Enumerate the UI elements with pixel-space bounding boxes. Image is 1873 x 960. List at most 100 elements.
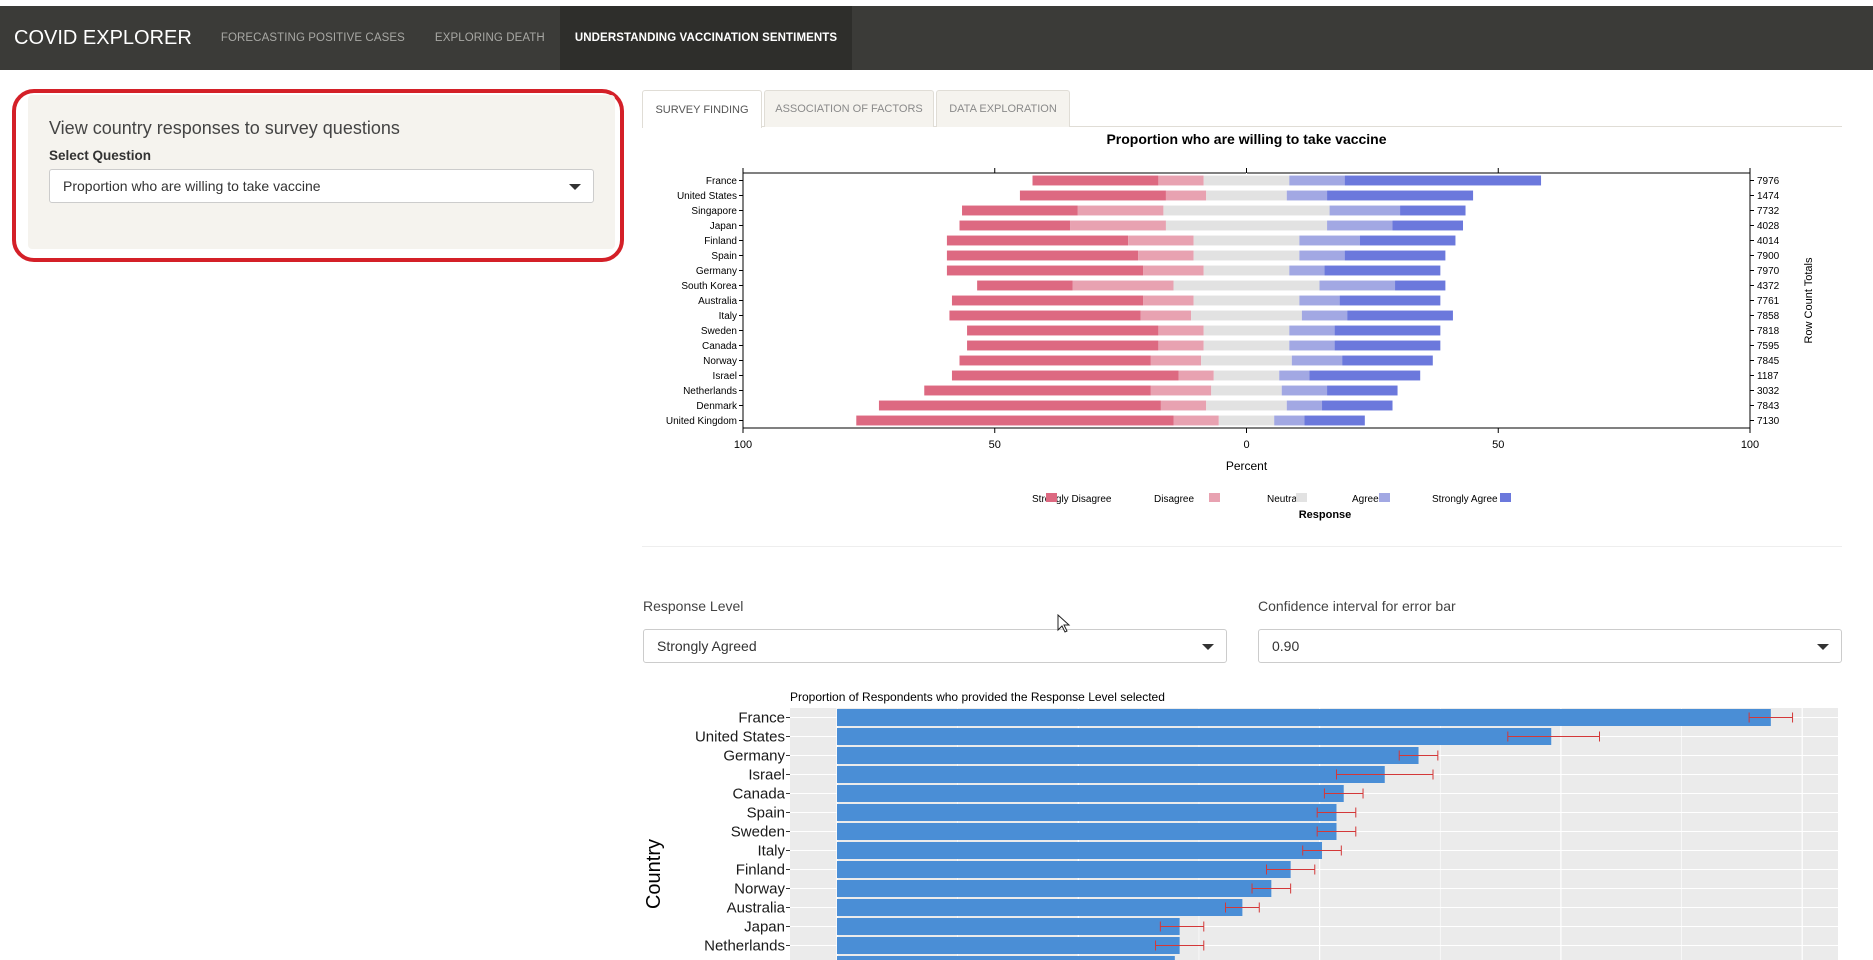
likert-bar-neutral — [1191, 310, 1302, 321]
likert-category-label: Canada — [702, 341, 737, 352]
tab-survey-finding[interactable]: SURVEY FINDING — [642, 90, 762, 128]
likert-bar-agree — [1291, 355, 1343, 366]
proportion-bar — [837, 747, 1419, 764]
likert-category-label: United Kingdom — [666, 416, 737, 427]
proportion-category-label: Italy — [757, 843, 785, 860]
proportion-category-label: Germany — [723, 748, 785, 765]
likert-bar-strongly-disagree — [878, 400, 1161, 411]
likert-bar-strongly-disagree — [967, 325, 1159, 336]
likert-bar-strongly-disagree — [1032, 175, 1159, 186]
likert-bar-agree — [1319, 280, 1396, 291]
likert-category-label: Sweden — [701, 326, 737, 337]
likert-bar-agree — [1327, 220, 1393, 231]
proportion-chart-title: Proportion of Respondents who provided t… — [790, 690, 1165, 704]
proportion-chart: Proportion of Respondents who provided t… — [643, 690, 1838, 960]
likert-row-total: 7595 — [1757, 341, 1780, 352]
proportion-bar-partial — [837, 956, 1175, 960]
likert-category-label: Singapore — [691, 206, 737, 217]
likert-bar-agree — [1279, 370, 1310, 381]
proportion-bar — [837, 785, 1344, 802]
likert-row-total: 1474 — [1757, 191, 1780, 202]
likert-bar-disagree — [1150, 385, 1212, 396]
likert-category-label: Netherlands — [683, 386, 737, 397]
likert-bar-strongly-disagree — [946, 250, 1139, 261]
nav-tab-exploring-death[interactable]: EXPLORING DEATH — [434, 32, 545, 44]
proportion-bar — [837, 823, 1337, 840]
likert-bar-neutral — [1206, 190, 1287, 201]
tab-data-exploration[interactable]: DATA EXPLORATION — [936, 90, 1070, 127]
likert-row-total: 3032 — [1757, 386, 1780, 397]
likert-category-label: Finland — [704, 236, 737, 247]
proportion-bar — [837, 918, 1180, 935]
likert-bar-neutral — [1203, 340, 1290, 351]
likert-bar-strongly-agree — [1324, 265, 1441, 276]
likert-category-label: Norway — [703, 356, 737, 367]
likert-x-tick-label: 0 — [1243, 439, 1249, 451]
likert-row-total: 7858 — [1757, 311, 1780, 322]
ci-select[interactable]: 0.90 — [1258, 629, 1842, 663]
likert-legend-swatch — [1500, 493, 1511, 502]
likert-bar-strongly-agree — [1327, 385, 1398, 396]
likert-bar-agree — [1289, 340, 1335, 351]
likert-legend-label: Strongly Agree — [1432, 494, 1498, 505]
likert-bar-neutral — [1206, 400, 1287, 411]
likert-bar-strongly-disagree — [856, 415, 1174, 426]
likert-legend-title: Response — [1299, 509, 1352, 521]
likert-row-total: 7732 — [1757, 206, 1780, 217]
likert-row-total: 7845 — [1757, 356, 1780, 367]
likert-bar-strongly-agree — [1334, 325, 1441, 336]
question-select[interactable]: Proportion who are willing to take vacci… — [49, 169, 594, 203]
likert-bar-strongly-agree — [1334, 340, 1441, 351]
likert-row-total: 1187 — [1757, 371, 1779, 382]
likert-chart-title: Proportion who are willing to take vacci… — [1106, 131, 1386, 147]
proportion-bar — [837, 766, 1385, 783]
likert-row-total: 7130 — [1757, 416, 1780, 427]
likert-category-label: Germany — [696, 266, 737, 277]
likert-bar-disagree — [1077, 205, 1164, 216]
likert-legend-swatch — [1209, 493, 1220, 502]
likert-bar-strongly-agree — [1392, 220, 1464, 231]
likert-category-label: Spain — [711, 251, 737, 262]
nav-tab-vaccination-sentiments[interactable]: UNDERSTANDING VACCINATION SENTIMENTS — [559, 6, 853, 70]
likert-bar-agree — [1281, 385, 1328, 396]
likert-bar-neutral — [1203, 175, 1290, 186]
proportion-category-label: Finland — [736, 862, 785, 879]
likert-bar-strongly-disagree — [949, 310, 1141, 321]
proportion-category-label: Australia — [727, 900, 786, 917]
likert-bar-disagree — [1070, 220, 1166, 231]
likert-legend-label: Strongly Disagree — [1032, 494, 1112, 505]
likert-bar-agree — [1289, 175, 1345, 186]
likert-bar-strongly-agree — [1347, 310, 1453, 321]
likert-bar-strongly-disagree — [959, 220, 1071, 231]
response-level-label: Response Level — [643, 598, 744, 614]
proportion-category-label: Spain — [747, 805, 785, 822]
proportion-category-label: Japan — [744, 919, 785, 936]
section-divider — [642, 546, 1842, 547]
sidebar-heading: View country responses to survey questio… — [49, 118, 400, 138]
likert-bar-neutral — [1218, 415, 1275, 426]
likert-category-label: United States — [677, 191, 737, 202]
likert-bar-agree — [1289, 265, 1325, 276]
likert-bar-agree — [1286, 190, 1328, 201]
nav-tab-forecasting[interactable]: FORECASTING POSITIVE CASES — [220, 32, 405, 44]
likert-legend-label: Disagree — [1154, 494, 1194, 505]
app-brand[interactable]: COVID EXPLORER — [14, 26, 192, 49]
proportion-bar — [837, 899, 1243, 916]
proportion-y-axis-label: Country — [643, 839, 665, 909]
content-tabs: SURVEY FINDING ASSOCIATION OF FACTORS DA… — [642, 90, 1842, 128]
proportion-bar — [837, 937, 1180, 954]
tab-association-of-factors[interactable]: ASSOCIATION OF FACTORS — [764, 90, 934, 127]
likert-bar-neutral — [1173, 280, 1320, 291]
response-level-select[interactable]: Strongly Agreed — [643, 629, 1227, 663]
likert-bar-strongly-agree — [1395, 280, 1446, 291]
proportion-bar — [837, 728, 1552, 745]
proportion-category-label: Norway — [734, 881, 785, 898]
likert-bar-strongly-agree — [1304, 415, 1365, 426]
likert-row-total: 4014 — [1757, 236, 1780, 247]
likert-category-label: France — [706, 176, 738, 187]
proportion-category-label: Israel — [748, 767, 785, 784]
likert-bar-agree — [1329, 205, 1401, 216]
likert-bar-strongly-agree — [1400, 205, 1466, 216]
proportion-category-label: United States — [695, 729, 785, 746]
proportion-bar — [837, 842, 1323, 859]
